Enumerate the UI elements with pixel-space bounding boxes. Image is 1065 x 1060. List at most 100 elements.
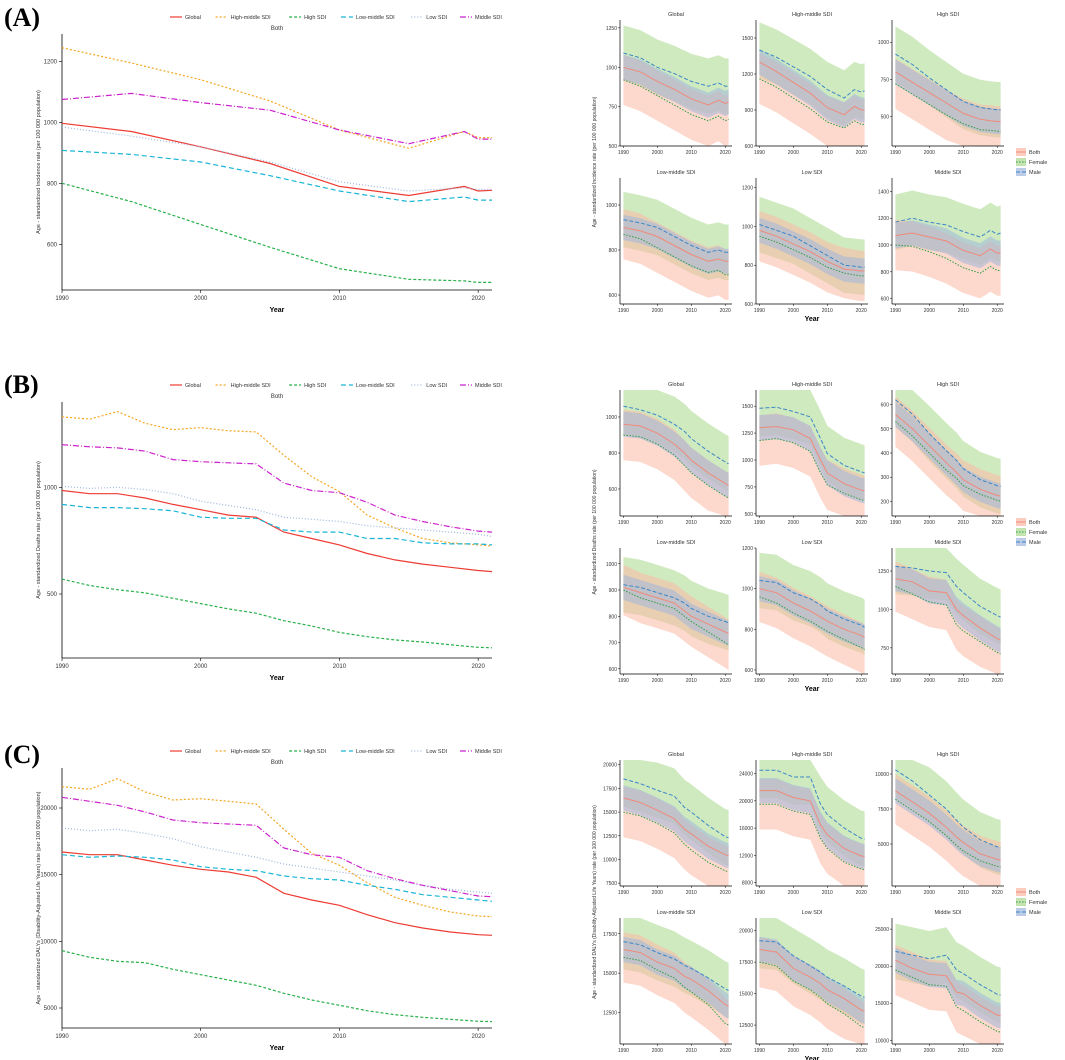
facet-middle-sdi: Middle SDI 1990 2000 2010 2020 750 1000 1250 [878, 540, 1004, 684]
x-tick-label: 2020 [856, 308, 867, 314]
y-tick-label: 20000 [603, 763, 617, 769]
x-tick-label: 2010 [958, 308, 969, 314]
y-tick-label: 1200 [742, 546, 753, 552]
series-line-middle-sdi [61, 444, 493, 533]
series-line-global [61, 122, 493, 197]
series-line-both [623, 66, 729, 106]
x-tick-label: 2010 [958, 150, 969, 156]
x-tick-label: 2000 [652, 1048, 663, 1054]
y-tick-label: 800 [881, 270, 890, 276]
series-line-female [623, 233, 729, 276]
x-tick-label: 2010 [333, 1034, 347, 1040]
y-tick-label: 600 [881, 297, 890, 303]
x-tick-label: 2000 [788, 678, 799, 684]
facet-title: Low SDI [802, 910, 823, 916]
series-line-both [895, 232, 1001, 257]
series-line-both [623, 797, 729, 857]
x-tick-label: 2020 [720, 520, 731, 526]
series-line-female [759, 961, 865, 1029]
legend: Both Female Male [1016, 518, 1047, 546]
chart-title: Both [271, 26, 283, 32]
series-line-female [759, 235, 865, 277]
series-line-male [895, 53, 1001, 111]
legend: Both Female Male [1016, 888, 1047, 916]
x-tick-label: 1990 [890, 1048, 901, 1054]
series-line-global [61, 851, 493, 936]
y-tick-label: 900 [745, 108, 754, 114]
facet-title: High-middle SDI [792, 752, 833, 758]
x-tick-label: 2020 [992, 678, 1003, 684]
series-line-both [759, 790, 865, 857]
x-tick-label: 2020 [720, 150, 731, 156]
line-chart-c: Both 1990 2000 2010 2020 5000 10000 15000 20000 Y… [36, 749, 502, 1052]
facet-high-middle-sdi: High-middle SDI 1990 2000 2010 2020 600 900 120… [742, 12, 868, 156]
y-tick-label: 1500 [742, 404, 753, 410]
y-tick-label: 15000 [603, 810, 617, 816]
y-tick-label: 400 [881, 451, 890, 457]
x-tick-label: 2020 [720, 1048, 731, 1054]
series-line-both [759, 949, 865, 1012]
facet-high-middle-sdi: High-middle SDI 1990 2000 2010 2020 8000 12000… [739, 752, 868, 896]
legend-label: Global [185, 15, 201, 21]
y-tick-label: 1000 [878, 40, 889, 46]
series-line-low-middle-sdi [61, 149, 492, 203]
y-tick-label: 12500 [603, 834, 617, 840]
y-tick-label: 1000 [742, 587, 753, 593]
x-tick-label: 2020 [992, 308, 1003, 314]
facet-title: High-middle SDI [792, 382, 833, 388]
series-line-female [895, 421, 1001, 502]
x-tick-label: 2000 [924, 1048, 935, 1054]
facet-title: High SDI [937, 382, 959, 388]
facet-title: Low-middle SDI [657, 170, 696, 176]
x-tick-label: 2000 [924, 150, 935, 156]
series-line-low-middle-sdi [61, 503, 493, 546]
uncertainty-band-both [759, 778, 865, 869]
series-line-male [895, 399, 1001, 487]
legend-label: Global [185, 749, 201, 755]
y-tick-label: 17500 [603, 932, 617, 938]
y-tick-label: 1200 [878, 216, 889, 222]
x-tick-label: 1990 [754, 150, 765, 156]
series-line-both [895, 413, 1001, 497]
y-tick-label: 1000 [878, 243, 889, 249]
y-tick-label: 1200 [742, 72, 753, 78]
series-line-female [759, 803, 865, 871]
series-line-low-middle-sdi [61, 854, 493, 902]
facet-high-sdi: High SDI 1990 2000 2010 2020 200 300 400 500 600 [881, 382, 1004, 526]
panel-letter-a: (A) [4, 3, 41, 32]
legend-label: Male [1029, 540, 1041, 546]
y-tick-label: 600 [745, 302, 754, 308]
series-line-both [623, 586, 729, 634]
x-tick-label: 2000 [652, 308, 663, 314]
y-tick-label: 1000 [878, 607, 889, 613]
y-tick-label: 750 [609, 105, 618, 111]
y-axis-label: Age - standardized Deaths rate (per 100 … [36, 461, 42, 599]
y-tick-label: 800 [47, 181, 58, 187]
chart-title: Both [271, 760, 283, 766]
legend-label: High-middle SDI [231, 749, 272, 755]
series-line-male [895, 565, 1001, 618]
x-tick-label: 2020 [856, 890, 867, 896]
y-tick-label: 15000 [739, 992, 753, 998]
y-tick-label: 500 [881, 114, 890, 120]
facet-title: Low-middle SDI [657, 910, 696, 916]
y-tick-label: 20000 [875, 964, 889, 970]
x-tick-label: 1990 [890, 150, 901, 156]
legend-label: Middle SDI [475, 15, 502, 21]
legend-swatch [1016, 528, 1026, 536]
facet-title: High-middle SDI [792, 12, 833, 18]
y-tick-label: 15000 [40, 873, 57, 879]
y-tick-label: 5000 [44, 1006, 58, 1012]
y-tick-label: 16000 [739, 826, 753, 832]
y-tick-label: 1200 [742, 186, 753, 192]
series-line-high-middle-sdi [61, 410, 493, 547]
series-line-female [759, 596, 865, 651]
legend: Both Female Male [1016, 148, 1047, 176]
facet-title: Low SDI [802, 540, 823, 546]
y-tick-label: 800 [745, 263, 754, 269]
uncertainty-band-both [759, 936, 865, 1024]
uncertainty-band-both [759, 217, 865, 284]
x-tick-label: 2010 [686, 1048, 697, 1054]
